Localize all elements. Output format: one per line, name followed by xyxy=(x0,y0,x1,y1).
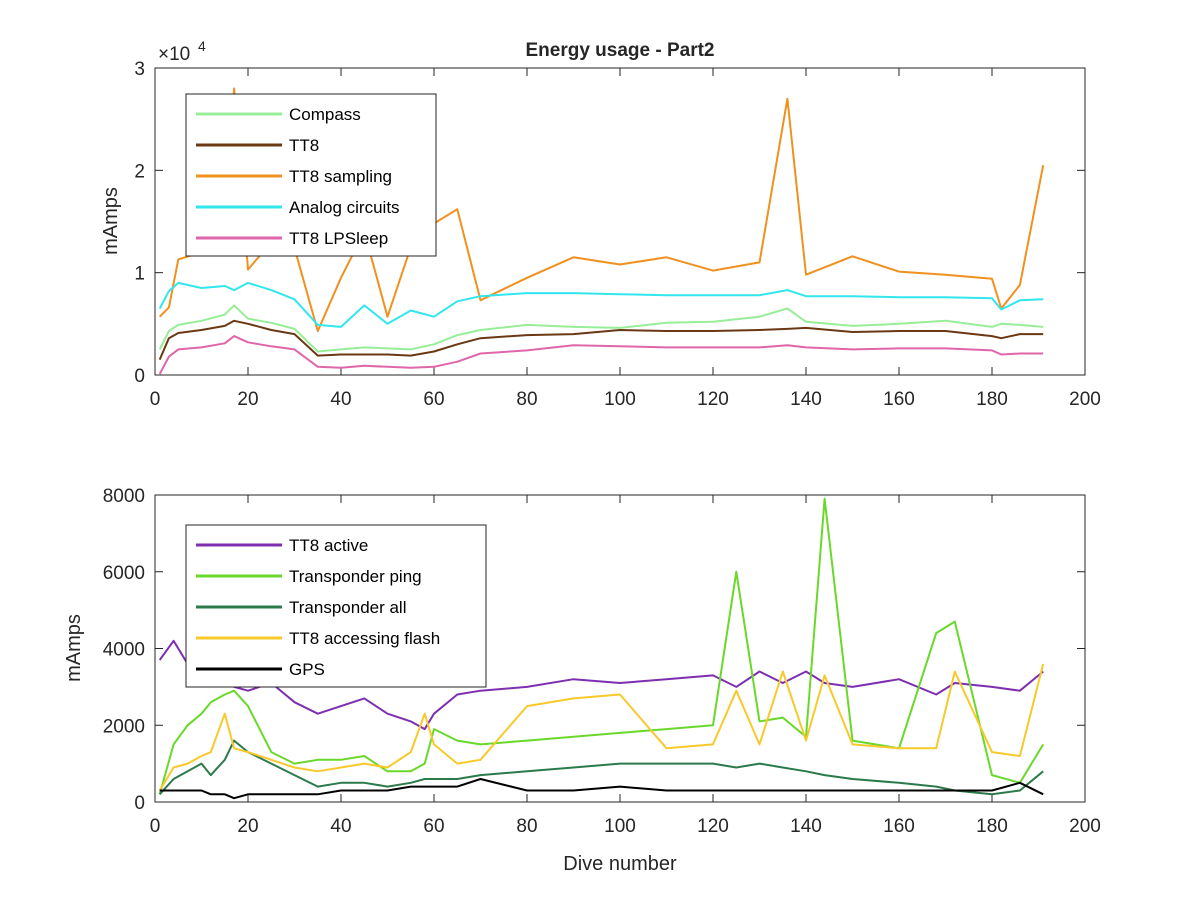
x-tick-label: 140 xyxy=(790,389,822,410)
x-tick-label: 180 xyxy=(976,816,1008,837)
x-tick-label: 0 xyxy=(150,816,161,837)
y-tick-label: 2 xyxy=(134,161,145,182)
chart-title: Energy usage - Part2 xyxy=(525,40,714,61)
x-tick-label: 100 xyxy=(604,389,636,410)
x-tick-label: 60 xyxy=(423,816,444,837)
x-axis-label: Dive number xyxy=(563,853,677,875)
top-plot-series xyxy=(158,87,1045,375)
series-line-tt8-lpsleep xyxy=(158,335,1044,375)
series-line-compass xyxy=(158,304,1044,353)
y-axis-exponent-power: 4 xyxy=(198,38,206,54)
top-y-axis-label: mAmps xyxy=(100,187,122,255)
legend-label: TT8 accessing flash xyxy=(289,629,440,648)
x-tick-label: 200 xyxy=(1069,816,1101,837)
series-line-gps xyxy=(159,778,1044,800)
y-tick-label: 2000 xyxy=(103,716,145,737)
series-line-transponder-ping xyxy=(158,497,1045,795)
y-axis-exponent-multiplier: ×10 xyxy=(158,44,190,65)
legend-label: TT8 sampling xyxy=(289,167,392,186)
legend-label: TT8 xyxy=(289,136,319,155)
bottom-plot-series xyxy=(158,497,1045,800)
legend-label: GPS xyxy=(289,660,325,679)
x-tick-label: 20 xyxy=(237,389,258,410)
x-tick-label: 120 xyxy=(697,816,729,837)
x-tick-label: 120 xyxy=(697,389,729,410)
x-tick-label: 200 xyxy=(1069,389,1101,410)
legend-label: TT8 LPSleep xyxy=(289,229,388,248)
top-plot: 0 20 40 60 80 100 120 140 160 180 200 0 1 2 3 Energy u… xyxy=(100,38,1101,410)
y-tick-label: 0 xyxy=(134,366,145,387)
top-legend: Compass TT8 TT8 sampling Analog circuits TT8… xyxy=(185,93,437,257)
bottom-y-axis-label: mAmps xyxy=(63,614,85,682)
legend-label: Transponder all xyxy=(289,598,407,617)
series-line-tt8-accessing-flash xyxy=(158,663,1045,792)
y-tick-label: 1 xyxy=(134,264,145,285)
legend-label: Analog circuits xyxy=(289,198,400,217)
bottom-plot: 0 20 40 60 80 100 120 140 160 180 2000200040006000… xyxy=(63,486,1101,875)
bottom-plot-ticks: 0 20 40 60 80 100 120 140 160 180 2000200040006000… xyxy=(103,486,1101,837)
top-plot-ticks: 0 20 40 60 80 100 120 140 160 180 200 0 1 2 3 xyxy=(134,59,1100,410)
x-tick-label: 100 xyxy=(604,816,636,837)
legend-label: Compass xyxy=(289,105,361,124)
y-tick-label: 6000 xyxy=(103,563,145,584)
x-tick-label: 160 xyxy=(883,816,915,837)
legend-label: TT8 active xyxy=(289,536,368,555)
x-tick-label: 180 xyxy=(976,389,1008,410)
x-tick-label: 140 xyxy=(790,816,822,837)
x-tick-label: 160 xyxy=(883,389,915,410)
y-tick-label: 0 xyxy=(134,793,145,814)
y-tick-label: 8000 xyxy=(103,486,145,507)
y-tick-label: 4000 xyxy=(103,640,145,661)
legend-label: Transponder ping xyxy=(289,567,422,586)
x-tick-label: 40 xyxy=(330,816,351,837)
series-line-tt8 xyxy=(158,319,1044,360)
y-tick-label: 3 xyxy=(134,59,145,80)
series-line-analog-circuits xyxy=(158,281,1044,328)
x-tick-label: 0 xyxy=(150,389,161,410)
x-tick-label: 80 xyxy=(516,389,537,410)
x-tick-label: 80 xyxy=(516,816,537,837)
x-tick-label: 20 xyxy=(237,816,258,837)
x-tick-label: 40 xyxy=(330,389,351,410)
x-tick-label: 60 xyxy=(423,389,444,410)
bottom-legend: TT8 active Transponder ping Transponder al… xyxy=(185,524,487,688)
